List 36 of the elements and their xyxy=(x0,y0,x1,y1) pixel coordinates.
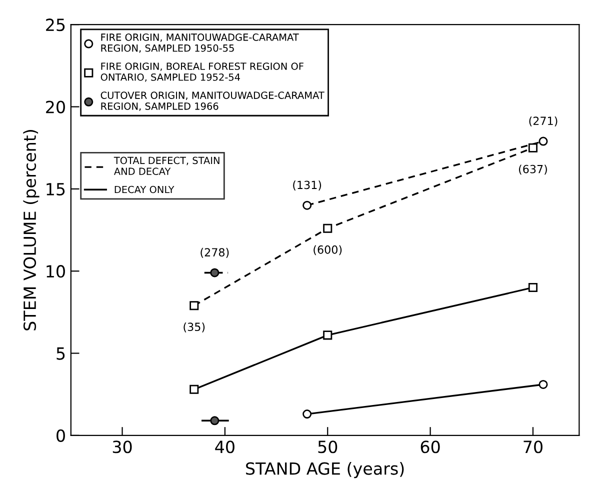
y-tick-label: 15 xyxy=(46,183,65,196)
point xyxy=(210,416,220,426)
annotation: (278) xyxy=(200,248,229,258)
annotation: TOTAL DEFECT, STAIN AND DECAY xyxy=(114,156,220,176)
y-tick-label: 20 xyxy=(46,100,65,114)
point xyxy=(528,283,538,292)
x-tick-label: 50 xyxy=(318,440,338,454)
legend-label: FIRE ORIGIN, MANITOUWADGE-CARAMAT REGION, SAMPLED 1950-55 xyxy=(101,34,299,53)
y-tick-label: 25 xyxy=(46,18,65,32)
point xyxy=(190,384,199,394)
x-tick-label: 30 xyxy=(112,440,132,454)
x-tick-label: 60 xyxy=(420,440,440,454)
point xyxy=(538,136,548,146)
y-axis-title: STEM VOLUME (percent) xyxy=(23,130,40,330)
annotation: (35) xyxy=(184,322,205,332)
annotation: (600) xyxy=(314,245,342,256)
x-tick-label: 40 xyxy=(215,440,234,454)
point xyxy=(210,268,220,278)
annotation: (637) xyxy=(518,164,547,175)
x-tick-label: 70 xyxy=(524,440,542,454)
annotation: (271) xyxy=(529,116,558,126)
y-tick-label: 0 xyxy=(56,429,65,442)
point xyxy=(528,143,538,152)
y-tick-label: 10 xyxy=(46,265,65,278)
point xyxy=(538,380,548,389)
legend-label: FIRE ORIGIN, BOREAL FOREST REGION OF ONTARIO, SAMPLED 1952-54 xyxy=(100,62,304,82)
annotation: (131) xyxy=(293,180,322,190)
point xyxy=(302,410,312,419)
point xyxy=(323,224,332,233)
x-axis-title: STAND AGE (years) xyxy=(246,462,404,478)
point xyxy=(302,200,312,210)
point xyxy=(323,330,332,340)
point xyxy=(190,301,199,310)
annotation: DECAY ONLY xyxy=(114,186,174,194)
y-tick-label: 5 xyxy=(56,347,65,360)
legend-label: CUTOVER ORIGIN, MANITOUWADGE-CARAMAT REGION, SAMPLED 1966 xyxy=(100,92,324,111)
